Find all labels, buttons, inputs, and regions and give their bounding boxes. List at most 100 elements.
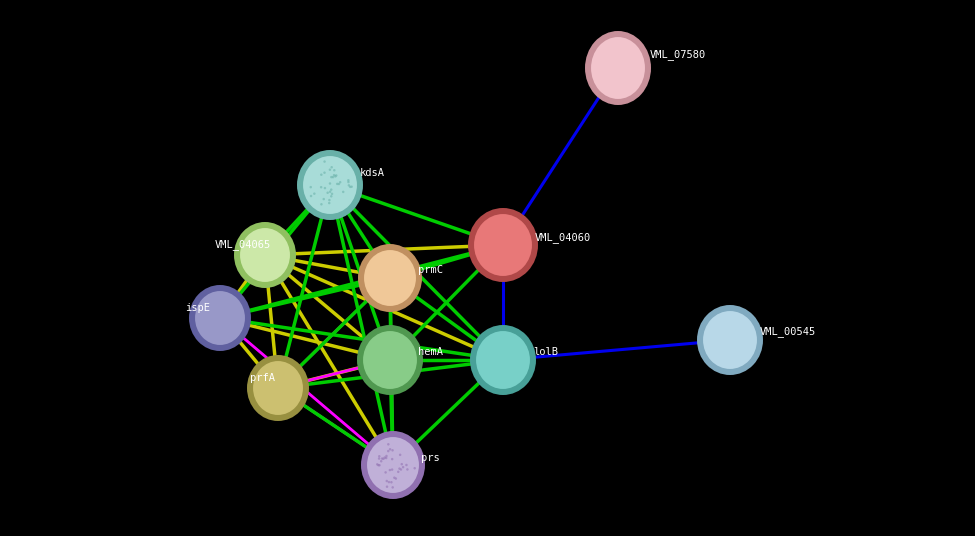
Ellipse shape — [413, 467, 416, 470]
Ellipse shape — [475, 330, 531, 390]
Ellipse shape — [388, 481, 390, 483]
Ellipse shape — [385, 480, 388, 482]
Ellipse shape — [387, 443, 390, 445]
Ellipse shape — [350, 185, 353, 188]
Ellipse shape — [407, 468, 409, 471]
Ellipse shape — [331, 192, 333, 195]
Ellipse shape — [332, 176, 334, 178]
Ellipse shape — [406, 464, 408, 466]
Ellipse shape — [358, 244, 422, 312]
Text: kdsA: kdsA — [360, 168, 385, 178]
Ellipse shape — [339, 181, 341, 183]
Ellipse shape — [302, 155, 358, 215]
Text: prmC: prmC — [418, 265, 443, 275]
Text: prs: prs — [421, 453, 440, 463]
Ellipse shape — [252, 360, 304, 416]
Ellipse shape — [328, 202, 331, 204]
Ellipse shape — [309, 186, 312, 188]
Ellipse shape — [361, 431, 425, 499]
Ellipse shape — [380, 460, 382, 463]
Ellipse shape — [384, 471, 387, 474]
Ellipse shape — [324, 172, 326, 174]
Text: VML_07580: VML_07580 — [650, 49, 706, 61]
Ellipse shape — [397, 471, 400, 473]
Ellipse shape — [194, 290, 246, 346]
Ellipse shape — [329, 190, 332, 193]
Ellipse shape — [590, 36, 646, 100]
Ellipse shape — [391, 449, 394, 451]
Ellipse shape — [385, 455, 388, 457]
Ellipse shape — [702, 310, 758, 370]
Ellipse shape — [329, 168, 332, 171]
Ellipse shape — [398, 467, 401, 470]
Ellipse shape — [297, 150, 363, 220]
Ellipse shape — [366, 436, 420, 494]
Ellipse shape — [402, 466, 405, 468]
Ellipse shape — [324, 187, 327, 189]
Ellipse shape — [697, 305, 763, 375]
Ellipse shape — [390, 481, 393, 483]
Text: lolB: lolB — [533, 347, 558, 357]
Ellipse shape — [320, 174, 323, 176]
Ellipse shape — [395, 478, 397, 480]
Ellipse shape — [378, 464, 381, 466]
Ellipse shape — [363, 249, 417, 307]
Ellipse shape — [320, 203, 323, 205]
Ellipse shape — [382, 458, 385, 460]
Ellipse shape — [239, 227, 291, 283]
Ellipse shape — [342, 191, 344, 193]
Ellipse shape — [391, 458, 394, 460]
Ellipse shape — [330, 188, 332, 191]
Ellipse shape — [234, 222, 296, 288]
Ellipse shape — [336, 183, 338, 185]
Ellipse shape — [470, 325, 536, 395]
Ellipse shape — [385, 457, 387, 459]
Ellipse shape — [331, 166, 332, 168]
Ellipse shape — [329, 199, 331, 202]
Ellipse shape — [310, 195, 312, 197]
Ellipse shape — [347, 181, 350, 183]
Ellipse shape — [330, 195, 332, 198]
Ellipse shape — [333, 169, 335, 172]
Ellipse shape — [313, 192, 316, 195]
Ellipse shape — [329, 182, 332, 185]
Ellipse shape — [189, 285, 251, 351]
Ellipse shape — [391, 486, 394, 489]
Ellipse shape — [323, 198, 325, 200]
Ellipse shape — [387, 450, 389, 452]
Text: ispE: ispE — [185, 303, 210, 313]
Ellipse shape — [400, 468, 403, 471]
Ellipse shape — [377, 464, 379, 466]
Ellipse shape — [347, 179, 350, 182]
Ellipse shape — [376, 463, 378, 466]
Ellipse shape — [349, 185, 351, 188]
Ellipse shape — [389, 448, 391, 451]
Ellipse shape — [381, 457, 383, 460]
Ellipse shape — [468, 208, 538, 282]
Ellipse shape — [320, 186, 323, 189]
Ellipse shape — [327, 191, 329, 194]
Ellipse shape — [331, 176, 332, 178]
Ellipse shape — [401, 463, 403, 465]
Ellipse shape — [399, 453, 402, 456]
Ellipse shape — [348, 184, 350, 187]
Ellipse shape — [386, 486, 388, 488]
Ellipse shape — [473, 213, 533, 277]
Ellipse shape — [337, 183, 340, 185]
Ellipse shape — [378, 455, 380, 458]
Ellipse shape — [393, 477, 396, 479]
Text: VML_04065: VML_04065 — [215, 240, 271, 250]
Ellipse shape — [391, 468, 393, 471]
Ellipse shape — [247, 355, 309, 421]
Ellipse shape — [389, 469, 391, 471]
Ellipse shape — [585, 31, 651, 105]
Ellipse shape — [332, 174, 335, 176]
Text: VML_00545: VML_00545 — [760, 326, 816, 338]
Text: prfA: prfA — [250, 373, 275, 383]
Text: VML_04060: VML_04060 — [535, 233, 591, 243]
Ellipse shape — [383, 456, 386, 459]
Ellipse shape — [362, 330, 418, 390]
Text: hemA: hemA — [418, 347, 443, 357]
Ellipse shape — [357, 325, 423, 395]
Ellipse shape — [378, 457, 380, 460]
